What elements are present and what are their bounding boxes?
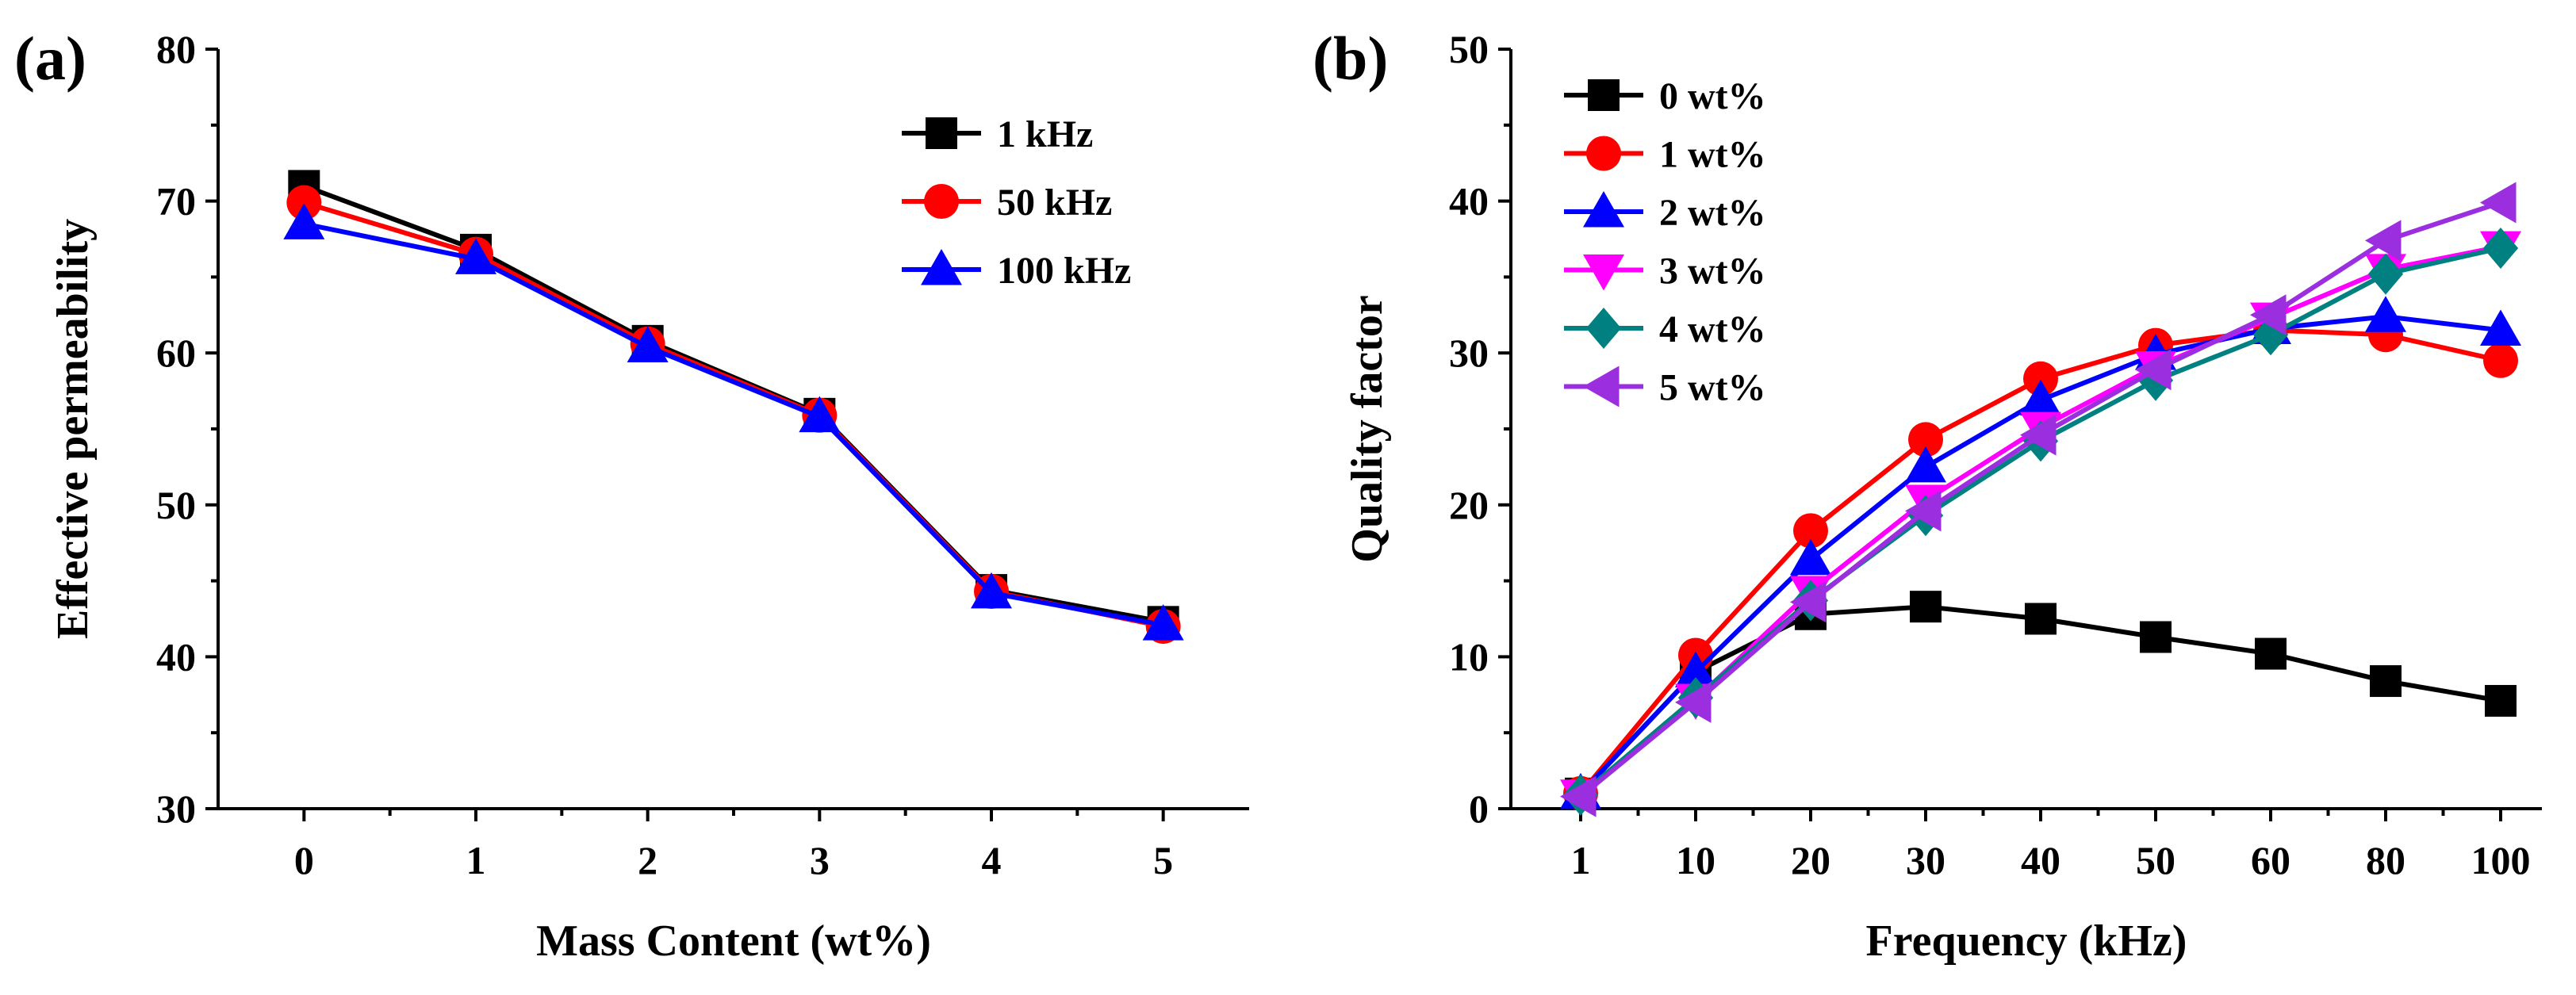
data-point — [455, 238, 496, 274]
a-series — [283, 170, 1184, 645]
x-tick-label: 30 — [1906, 838, 1945, 882]
data-point — [2135, 349, 2172, 391]
panel-b: 0 10 20 30 40 50 1 10 20 30 40 50 60 80 100 Frequency (… — [1313, 24, 2542, 966]
b-x-ticks: 1 10 20 30 40 50 60 80 100 — [1571, 809, 2531, 882]
a-y-ticks: 30 40 50 60 70 80 — [156, 27, 218, 831]
x-tick-label: 100 — [2471, 838, 2531, 882]
legend-marker — [1585, 308, 1622, 349]
legend-label: 5 wt% — [1659, 367, 1766, 409]
data-point — [799, 396, 841, 433]
legend-marker — [1586, 136, 1621, 171]
data-point — [1793, 513, 1828, 549]
y-tick-label: 50 — [156, 483, 196, 527]
legend-label: 3 wt% — [1659, 251, 1766, 293]
panel-a: 30 40 50 60 70 80 0 1 2 3 4 5 Mass Content (wt%) Effe… — [14, 24, 1249, 966]
y-tick-label: 40 — [156, 634, 196, 679]
data-point — [2255, 637, 2287, 670]
data-point — [971, 572, 1012, 609]
legend-label: 4 wt% — [1659, 308, 1766, 350]
y-tick-label: 50 — [1449, 27, 1489, 71]
data-point — [627, 326, 669, 363]
data-point — [2365, 296, 2406, 332]
y-tick-label: 70 — [156, 179, 196, 224]
x-tick-label: 5 — [1153, 838, 1173, 882]
data-point — [2025, 603, 2057, 635]
y-tick-label: 80 — [156, 27, 196, 71]
x-tick-label: 2 — [638, 838, 657, 882]
x-tick-label: 0 — [294, 838, 314, 882]
x-tick-label: 60 — [2251, 838, 2290, 882]
data-point — [286, 185, 322, 220]
series-line-0 — [1578, 604, 2501, 795]
data-point — [283, 203, 325, 239]
x-axis-title: Frequency (kHz) — [1866, 917, 2187, 966]
y-tick-label: 20 — [1449, 483, 1489, 527]
data-point — [2485, 684, 2517, 717]
data-point — [1908, 422, 1943, 457]
x-tick-label: 10 — [1676, 838, 1715, 882]
x-tick-label: 3 — [810, 838, 830, 882]
y-axis-title: Quality factor — [1343, 295, 1392, 562]
x-tick-label: 40 — [2021, 838, 2060, 882]
legend-marker — [1583, 365, 1620, 408]
data-point — [2480, 182, 2517, 224]
y-tick-label: 30 — [156, 786, 196, 831]
data-point — [1142, 604, 1184, 641]
x-tick-label: 20 — [1791, 838, 1830, 882]
legend-label: 2 wt% — [1659, 192, 1766, 234]
y-tick-label: 40 — [1449, 179, 1489, 224]
x-tick-label: 4 — [982, 838, 1002, 882]
data-point — [2020, 379, 2061, 416]
a-legend: 1 kHz 50 kHz 100 kHz — [902, 113, 1131, 292]
data-point — [2365, 220, 2402, 262]
y-axis-title: Effective permeability — [48, 219, 98, 639]
b-series — [1560, 182, 2521, 817]
legend-marker — [921, 249, 962, 285]
legend-marker — [1583, 191, 1624, 228]
legend-marker — [926, 117, 957, 149]
data-point — [2250, 294, 2287, 336]
y-tick-label: 60 — [156, 331, 196, 375]
data-point — [1675, 651, 1716, 688]
data-point — [1905, 446, 1946, 483]
data-point — [1790, 538, 1831, 576]
data-point — [2483, 343, 2518, 378]
b-y-ticks: 0 10 20 30 40 50 — [1449, 27, 1511, 831]
data-point — [2367, 253, 2404, 295]
data-point — [2482, 227, 2519, 269]
data-point — [2140, 621, 2172, 653]
a-axes — [217, 49, 1249, 810]
legend-label: 100 kHz — [997, 250, 1131, 292]
legend-label: 1 kHz — [997, 113, 1093, 155]
x-axis-title: Mass Content (wt%) — [536, 917, 931, 966]
data-point — [1675, 681, 1712, 723]
legend-label: 1 wt% — [1659, 134, 1766, 176]
data-point — [1560, 775, 1597, 817]
data-point — [2020, 414, 2057, 456]
data-point — [2370, 665, 2402, 698]
legend-marker — [1583, 254, 1624, 291]
x-tick-label: 1 — [1571, 838, 1591, 882]
data-point — [1905, 490, 1942, 532]
series-line-2 — [303, 221, 1164, 628]
legend-label: 0 wt% — [1659, 75, 1766, 117]
a-x-ticks: 0 1 2 3 4 5 — [294, 809, 1173, 882]
legend-label: 50 kHz — [997, 182, 1112, 224]
b-legend: 0 wt% 1 wt% 2 wt% 3 wt% 4 wt% 5 wt% — [1564, 75, 1766, 409]
data-point — [2480, 309, 2521, 346]
y-tick-label: 30 — [1449, 331, 1489, 375]
y-tick-label: 0 — [1469, 786, 1489, 831]
data-point — [1790, 581, 1827, 623]
legend-marker — [1588, 79, 1620, 111]
x-tick-label: 80 — [2366, 838, 2405, 882]
x-tick-label: 50 — [2136, 838, 2175, 882]
data-point — [2023, 361, 2058, 396]
panel-label: (a) — [14, 24, 86, 93]
panel-label: (b) — [1313, 24, 1388, 93]
legend-marker — [924, 184, 959, 219]
x-tick-label: 1 — [466, 838, 486, 882]
data-point — [1910, 591, 1942, 623]
y-tick-label: 10 — [1449, 634, 1489, 679]
